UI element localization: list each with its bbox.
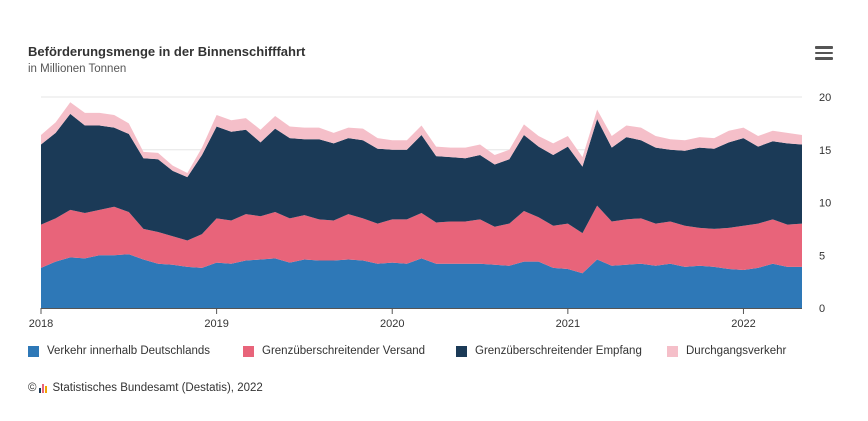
chart-subtitle: in Millionen Tonnen xyxy=(28,63,127,75)
legend-label: Grenzüberschreitender Versand xyxy=(262,345,426,357)
y-tick-label: 20 xyxy=(819,92,831,104)
legend-label: Grenzüberschreitender Empfang xyxy=(475,345,642,357)
destatis-logo-icon xyxy=(39,383,48,393)
area-series-transit xyxy=(41,102,802,178)
menu-bar xyxy=(815,51,833,54)
legend-item-import[interactable]: Grenzüberschreitender Empfang xyxy=(456,345,642,357)
chart-title: Beförderungsmenge in der Binnenschifffah… xyxy=(28,44,306,59)
copyright-symbol: © xyxy=(28,382,37,394)
chart-legend: Verkehr innerhalb Deutschlands Grenzüber… xyxy=(28,345,828,361)
hamburger-menu-icon[interactable] xyxy=(815,46,833,60)
legend-swatch xyxy=(456,345,467,357)
legend-item-transit[interactable]: Durchgangsverkehr xyxy=(667,345,786,357)
legend-item-inland[interactable]: Verkehr innerhalb Deutschlands xyxy=(28,345,210,357)
x-tick-label: 2018 xyxy=(29,318,53,330)
menu-bar xyxy=(815,46,833,49)
x-tick-label: 2019 xyxy=(204,318,228,330)
y-tick-label: 15 xyxy=(819,145,831,157)
area-series-export xyxy=(41,205,802,274)
x-tick-label: 2020 xyxy=(380,318,404,330)
legend-swatch xyxy=(243,345,254,357)
area-series-import xyxy=(41,113,802,241)
y-tick-label: 10 xyxy=(819,198,831,210)
legend-label: Verkehr innerhalb Deutschlands xyxy=(47,345,211,357)
legend-swatch xyxy=(667,345,678,357)
y-tick-label: 5 xyxy=(819,250,825,262)
source-credit: © Statistisches Bundesamt (Destatis), 20… xyxy=(28,382,263,394)
legend-swatch xyxy=(28,345,39,357)
y-tick-label: 0 xyxy=(819,303,825,315)
x-tick-label: 2021 xyxy=(556,318,580,330)
legend-label: Durchgangsverkehr xyxy=(686,345,787,357)
legend-item-export[interactable]: Grenzüberschreitender Versand xyxy=(243,345,425,357)
menu-bar xyxy=(815,57,833,60)
source-text: Statistisches Bundesamt (Destatis), 2022 xyxy=(52,382,263,394)
x-tick-label: 2022 xyxy=(731,318,755,330)
area-series-inland xyxy=(41,254,802,308)
